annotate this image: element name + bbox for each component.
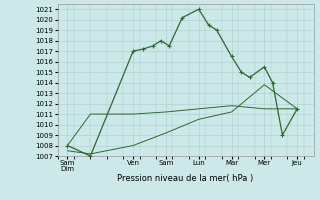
X-axis label: Pression niveau de la mer( hPa ): Pression niveau de la mer( hPa ) [117,174,254,183]
